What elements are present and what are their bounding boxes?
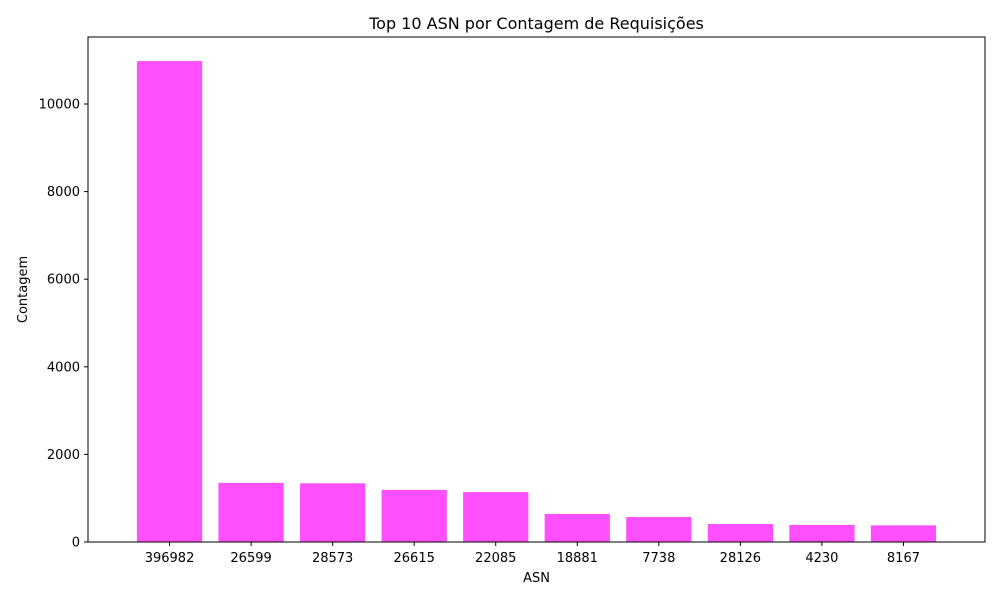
y-tick-label: 8000	[47, 185, 80, 200]
y-tick-label: 0	[72, 536, 80, 551]
x-tick-label: 22085	[475, 551, 516, 566]
x-tick-label: 18881	[557, 551, 598, 566]
y-tick-label: 2000	[47, 448, 80, 463]
y-axis-title: Contagem	[16, 256, 31, 323]
bar-4230	[789, 524, 855, 542]
bar-18881	[544, 513, 610, 542]
y-tick-label: 10000	[39, 98, 80, 113]
x-tick-label: 396982	[145, 551, 195, 566]
y-tick-label: 6000	[47, 273, 80, 288]
x-tick-label: 28573	[312, 551, 353, 566]
chart-title: Top 10 ASN por Contagem de Requisições	[368, 14, 704, 33]
bar-26599	[218, 482, 284, 542]
plot-frame	[87, 36, 986, 543]
bars-layer	[136, 61, 937, 543]
x-tick-label: 8167	[887, 551, 920, 566]
bar-22085	[463, 492, 529, 542]
x-tick-label: 4230	[805, 551, 838, 566]
x-tick-label: 28126	[720, 551, 761, 566]
x-tick-label: 7738	[642, 551, 675, 566]
y-tick-label: 4000	[47, 360, 80, 375]
bar-8167	[870, 525, 937, 542]
x-axis-title: ASN	[523, 571, 550, 586]
bar-28126	[707, 524, 773, 542]
x-axis: 396982 26599 28573 26615 22085 18881 7738 28126…	[145, 542, 920, 566]
x-tick-label: 26599	[230, 551, 271, 566]
x-tick-label: 26615	[394, 551, 435, 566]
y-axis: 0 2000 4000 6000 8000 10000	[39, 98, 88, 551]
bar-28573	[300, 483, 366, 542]
bar-26615	[381, 489, 447, 542]
bar-7738	[626, 517, 692, 542]
bar-396982	[136, 61, 203, 543]
